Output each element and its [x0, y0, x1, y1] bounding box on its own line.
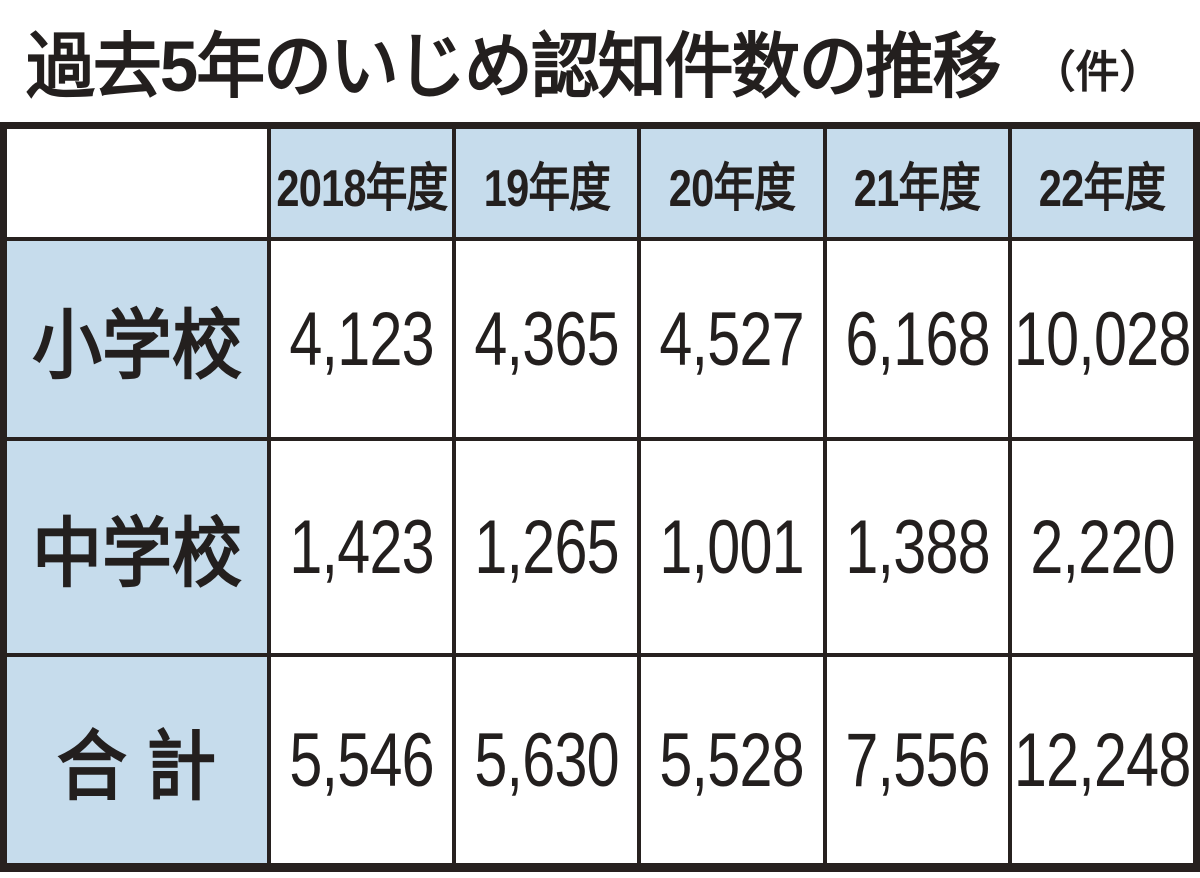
- cell-value: 12,248: [1014, 717, 1191, 803]
- table-cell-elementary-2021: 6,168: [826, 241, 1008, 437]
- cell-value: 6,168: [844, 296, 990, 382]
- cell-value: 4,527: [659, 296, 805, 382]
- cell-value: 5,630: [474, 717, 620, 803]
- title-text: 過去5年のいじめ認知件数の推移: [26, 28, 1001, 107]
- corner-cell: [7, 129, 267, 237]
- col-header-2018: 2018年度: [271, 129, 453, 237]
- table-cell-junior-high-2022: 2,220: [1011, 441, 1193, 653]
- table-cell-elementary-2020: 4,527: [641, 241, 823, 437]
- table-cell-elementary-2019: 4,365: [456, 241, 638, 437]
- cell-value: 7,556: [844, 717, 990, 803]
- page-title: 過去5年のいじめ認知件数の推移 （件）: [26, 8, 1164, 114]
- row-header-junior-high: 中学校: [7, 441, 267, 653]
- row-header-total: 合 計: [7, 657, 267, 863]
- col-header-2019: 19年度: [456, 129, 638, 237]
- table-cell-total-2022: 12,248: [1011, 657, 1193, 863]
- table-cell-total-2018: 5,546: [271, 657, 453, 863]
- table-cell-junior-high-2020: 1,001: [641, 441, 823, 653]
- table-cell-total-2021: 7,556: [826, 657, 1008, 863]
- table-cell-junior-high-2021: 1,388: [826, 441, 1008, 653]
- col-header-2020: 20年度: [641, 129, 823, 237]
- col-header-label: 19年度: [483, 159, 611, 218]
- cell-value: 1,388: [844, 504, 990, 590]
- col-header-2021: 21年度: [826, 129, 1008, 237]
- table-cell-total-2019: 5,630: [456, 657, 638, 863]
- bullying-cases-table: 2018年度 19年度 20年度 21年度 22年度 小学校 4,123 4,3…: [0, 122, 1200, 872]
- table-cell-junior-high-2018: 1,423: [271, 441, 453, 653]
- col-header-label: 20年度: [668, 159, 796, 218]
- table-cell-junior-high-2019: 1,265: [456, 441, 638, 653]
- cell-value: 1,265: [474, 504, 620, 590]
- row-header-elementary: 小学校: [7, 241, 267, 437]
- cell-value: 5,546: [289, 717, 434, 803]
- table-cell-elementary-2018: 4,123: [271, 241, 453, 437]
- title-unit: （件）: [1031, 48, 1164, 97]
- col-header-label: 21年度: [854, 159, 981, 218]
- cell-value: 1,001: [659, 504, 805, 590]
- cell-value: 4,365: [474, 296, 620, 382]
- col-header-label: 2018年度: [276, 159, 448, 218]
- row-header-label: 合 計: [57, 725, 217, 810]
- cell-value: 10,028: [1014, 296, 1191, 382]
- col-header-2022: 22年度: [1011, 129, 1193, 237]
- cell-value: 5,528: [659, 717, 805, 803]
- table-cell-elementary-2022: 10,028: [1011, 241, 1193, 437]
- col-header-label: 22年度: [1039, 159, 1166, 218]
- table-cell-total-2020: 5,528: [641, 657, 823, 863]
- row-header-label: 中学校: [32, 512, 242, 597]
- cell-value: 2,220: [1030, 504, 1175, 590]
- cell-value: 1,423: [289, 504, 434, 590]
- row-header-label: 小学校: [32, 304, 242, 389]
- cell-value: 4,123: [289, 296, 434, 382]
